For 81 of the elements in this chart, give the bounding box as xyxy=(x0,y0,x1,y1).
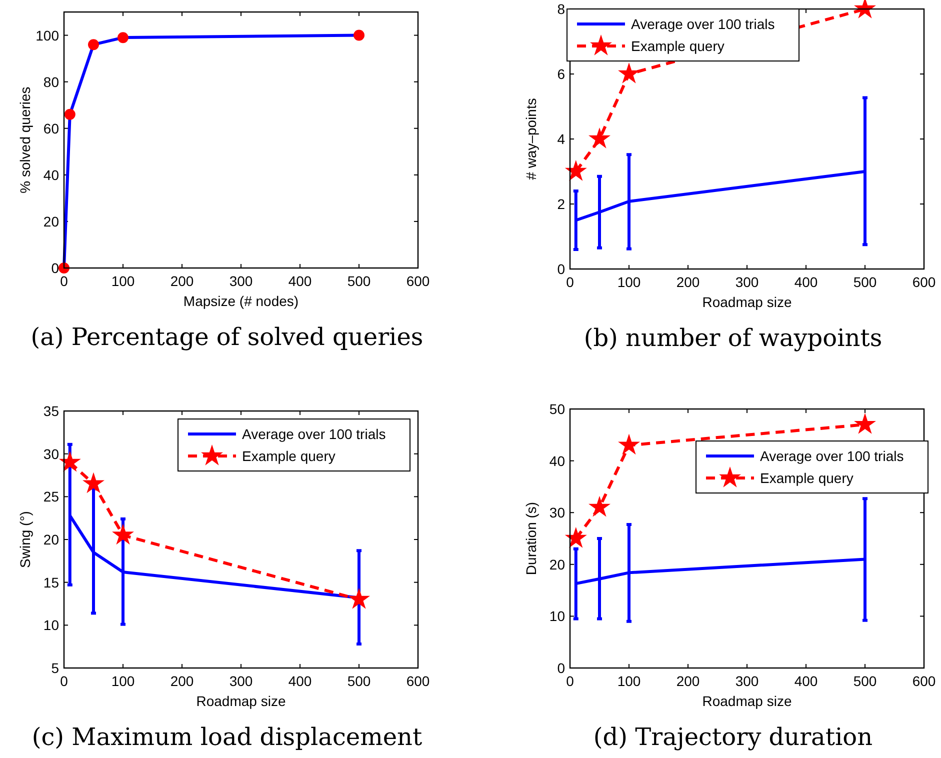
y-axis-title: # way–points xyxy=(523,98,539,180)
legend-label: Average over 100 trials xyxy=(631,16,775,32)
x-tick-label: 300 xyxy=(735,673,759,689)
x-tick-label: 100 xyxy=(617,673,641,689)
x-tick-label: 400 xyxy=(794,673,818,689)
x-tick-label: 200 xyxy=(170,673,194,689)
text: (d) Trajectory duration xyxy=(593,723,873,751)
y-tick-label: 25 xyxy=(43,488,60,505)
y-tick-label: 20 xyxy=(549,556,566,572)
y-tick-label: 15 xyxy=(43,574,60,590)
x-tick-label: 500 xyxy=(347,273,371,289)
y-tick-label: 40 xyxy=(43,166,60,183)
y-tick-label: 10 xyxy=(549,608,566,624)
point xyxy=(88,39,99,50)
x-tick-label: 400 xyxy=(288,673,312,689)
x-tick-label: 200 xyxy=(676,274,700,290)
x-tick-label: 500 xyxy=(853,673,877,689)
x-tick-label: 400 xyxy=(794,274,818,290)
x-axis-title: Mapsize (# nodes) xyxy=(183,293,299,309)
point xyxy=(82,472,104,494)
x-tick-label: 600 xyxy=(912,274,936,290)
y-tick-label: 0 xyxy=(557,261,566,277)
point xyxy=(58,450,81,472)
x-tick-label: 600 xyxy=(406,673,430,689)
x-tick-label: 400 xyxy=(288,273,312,289)
point xyxy=(348,588,370,609)
point xyxy=(354,30,364,41)
x-tick-label: 600 xyxy=(406,273,430,289)
y-tick-label: 30 xyxy=(43,446,60,462)
y-tick-label: 0 xyxy=(557,660,566,676)
y-tick-label: 60 xyxy=(43,120,60,136)
legend-label: Example query xyxy=(760,470,854,486)
legend-label: Average over 100 trials xyxy=(242,426,386,442)
y-tick-label: 0 xyxy=(51,260,60,276)
y-tick-label: 6 xyxy=(557,66,566,82)
point xyxy=(112,524,134,545)
x-tick-label: 500 xyxy=(853,274,877,290)
y-tick-label: 35 xyxy=(43,403,60,419)
x-tick-label: 100 xyxy=(617,274,641,290)
y-tick-label: 2 xyxy=(557,196,566,212)
point xyxy=(588,127,610,148)
x-tick-label: 300 xyxy=(229,273,253,289)
text: (b) number of waypoints xyxy=(584,324,882,352)
y-axis-title: % solved queries xyxy=(17,86,33,194)
point xyxy=(64,108,76,120)
x-tick-label: 300 xyxy=(735,274,759,290)
point xyxy=(854,412,876,434)
y-tick-label: 100 xyxy=(36,27,60,44)
x-tick-label: 200 xyxy=(676,673,700,689)
legend-label: Example query xyxy=(631,38,724,54)
text: (c) Maximum load displacement xyxy=(32,723,423,751)
point xyxy=(58,262,70,274)
y-tick-label: 30 xyxy=(549,504,566,521)
y-axis-title: Duration (s) xyxy=(523,502,539,576)
y-tick-label: 8 xyxy=(557,1,566,17)
x-axis-title: Roadmap size xyxy=(196,693,286,709)
point xyxy=(118,32,128,44)
x-tick-label: 100 xyxy=(111,673,135,689)
y-tick-label: 80 xyxy=(43,74,60,90)
point xyxy=(564,526,587,548)
y-tick-label: 50 xyxy=(549,401,566,417)
y-tick-label: 40 xyxy=(549,452,566,469)
y-tick-label: 20 xyxy=(43,213,60,230)
x-axis-title: Roadmap size xyxy=(702,693,792,709)
y-tick-label: 10 xyxy=(43,617,60,634)
y-tick-label: 4 xyxy=(557,131,566,147)
y-axis-title: Swing (°) xyxy=(17,511,33,568)
x-tick-label: 300 xyxy=(229,673,253,689)
x-tick-label: 500 xyxy=(347,673,371,689)
x-tick-label: 200 xyxy=(170,273,194,289)
legend-label: Example query xyxy=(242,448,336,464)
point xyxy=(564,160,587,181)
y-tick-label: 5 xyxy=(51,660,60,676)
point xyxy=(588,496,610,517)
text: (a) Percentage of solved queries xyxy=(30,323,424,351)
x-tick-label: 100 xyxy=(111,273,135,289)
x-tick-label: 600 xyxy=(912,673,936,689)
legend-label: Average over 100 trials xyxy=(760,448,904,464)
x-axis-title: Roadmap size xyxy=(702,294,792,310)
y-tick-label: 20 xyxy=(43,532,60,548)
point xyxy=(618,434,640,455)
